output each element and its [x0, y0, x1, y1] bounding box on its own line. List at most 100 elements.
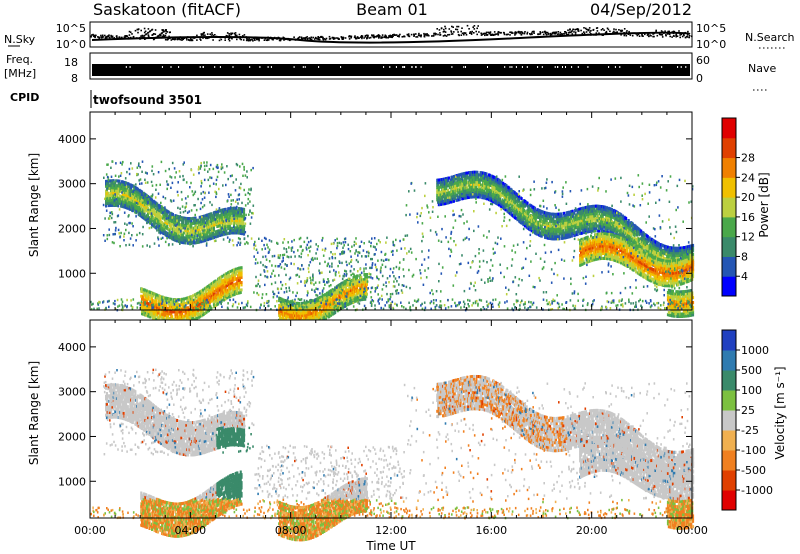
noise-dot [407, 34, 410, 37]
noise-dot [350, 35, 353, 38]
power-cell [121, 182, 124, 186]
power-cell [125, 191, 128, 195]
noise-dot [486, 34, 489, 36]
noise-dot [688, 35, 691, 37]
noise-dot [300, 36, 303, 39]
power-cell [126, 206, 129, 210]
noise-dot [681, 35, 684, 38]
noise-dot [418, 32, 420, 35]
noise-dot [387, 36, 389, 39]
noise-dot [203, 32, 205, 34]
frequency-gap [411, 66, 413, 68]
power-cell [165, 304, 168, 308]
frequency-gap [521, 66, 523, 68]
noise-dot [140, 29, 142, 32]
noise-dot [452, 26, 454, 28]
noise-dot [469, 31, 472, 33]
noise-dot [317, 37, 319, 39]
cpid-value: twofsound 3501 [93, 93, 202, 107]
noise-dot [410, 33, 413, 36]
power-cell [124, 183, 127, 187]
noise-dot [407, 33, 410, 35]
noise-dot [470, 32, 473, 34]
noise-dot [202, 32, 204, 35]
noise-dot [94, 36, 96, 39]
noise-dot [253, 38, 256, 41]
frequency-gap [232, 66, 234, 68]
frequency-gap [302, 66, 304, 68]
noise-dot [573, 31, 575, 33]
power-cell [111, 198, 114, 202]
noise-dot [390, 35, 393, 37]
noise-dot [678, 30, 680, 32]
noise-dot [519, 32, 521, 35]
noise-dot [161, 32, 163, 34]
noise-dot [425, 33, 427, 35]
noise-dot [549, 33, 552, 36]
power-cell [107, 191, 110, 195]
noise-dot [679, 34, 681, 36]
noise-dot [200, 33, 203, 35]
noise-dot [147, 35, 150, 37]
noise-dot [655, 30, 657, 33]
power-cell [111, 184, 114, 188]
noise-dot [331, 36, 334, 39]
noise-dot [348, 38, 351, 40]
power-cell [129, 207, 132, 211]
frequency-gap [259, 66, 261, 68]
noise-dot [688, 36, 690, 39]
power-cell [334, 311, 337, 314]
frequency-left-tick-bottom: 8 [71, 72, 78, 85]
noise-dot [530, 32, 533, 34]
noise-dot [196, 34, 198, 37]
noise-dot [403, 35, 405, 37]
frequency-panel: Freq. [MHz] 18 8 60 0 Nave CPID twofsoun… [4, 52, 776, 108]
frequency-gap [202, 66, 204, 68]
noise-dot [391, 36, 393, 39]
noise-dot [489, 34, 492, 36]
noise-dot [218, 39, 221, 42]
noise-dot [247, 39, 250, 41]
noise-dot [671, 36, 673, 38]
noise-dot [245, 39, 248, 42]
noise-dot [408, 35, 411, 38]
noise-dot [493, 31, 496, 33]
noise-dot [380, 37, 382, 39]
noise-dot [584, 27, 587, 30]
power-cell [128, 185, 131, 189]
noise-dot [396, 35, 399, 37]
noise-dot [132, 35, 135, 38]
noise-dot [322, 38, 324, 40]
noise-dot [553, 31, 555, 34]
noise-dot [683, 34, 685, 37]
nave-label: Nave [748, 62, 776, 75]
noise-dot [563, 32, 565, 35]
noise-dot [499, 31, 501, 34]
noise-dot [225, 34, 228, 37]
noise-dot [220, 38, 223, 41]
noise-dot [104, 34, 106, 37]
noise-dot [94, 35, 96, 37]
noise-dot [293, 36, 295, 38]
noise-dot [489, 31, 491, 34]
noise-dot [116, 36, 118, 39]
noise-dot [144, 30, 147, 33]
noise-dot [211, 32, 213, 34]
noise-dot [649, 34, 652, 36]
noise-dot [577, 30, 580, 32]
noise-dot [310, 36, 313, 39]
noise-panel: N.Sky 10^5 10^0 10^5 10^0 N.Search [4, 21, 795, 51]
noise-dot [665, 34, 667, 36]
noise-dot [660, 30, 663, 32]
noise-dot [509, 34, 511, 36]
noise-dot [214, 34, 216, 36]
noise-dot [320, 36, 322, 38]
noise-dot [172, 38, 175, 40]
noise-dot [110, 35, 113, 38]
noise-dot [435, 33, 437, 35]
noise-dot [333, 37, 336, 40]
noise-dot [204, 34, 206, 36]
noise-right-tick-top: 10^5 [696, 22, 726, 35]
noise-dot [254, 39, 256, 41]
noise-dot [164, 34, 167, 37]
